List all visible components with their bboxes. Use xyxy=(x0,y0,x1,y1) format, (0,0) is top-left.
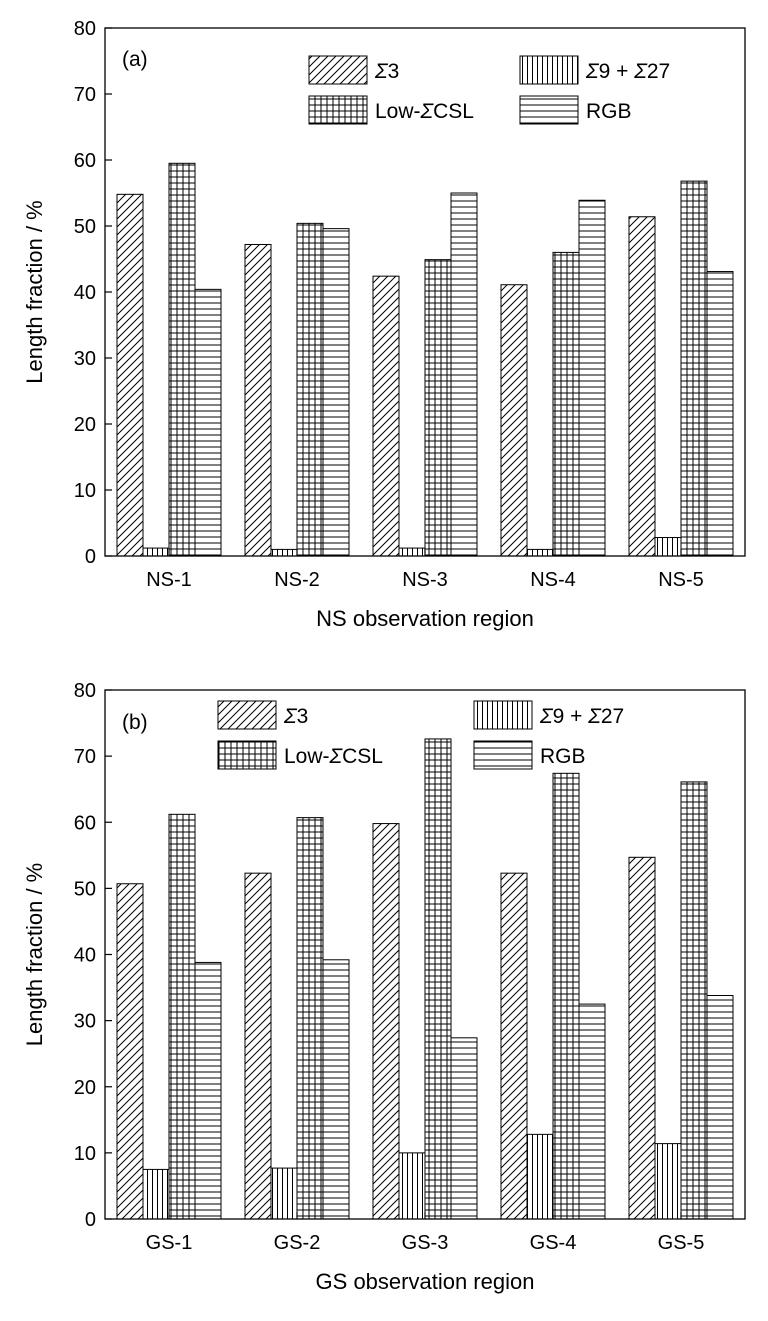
x-tick-label: NS-5 xyxy=(658,569,704,591)
bar-ns-1-series-1 xyxy=(116,193,144,557)
y-tick-label: 80 xyxy=(74,680,96,702)
legend-label: Low-ΣCSL xyxy=(375,100,474,123)
legend-label: Σ3 xyxy=(283,705,308,728)
bar-gs-5-series-1 xyxy=(628,856,656,1220)
bar-gs-5-series-3 xyxy=(680,781,708,1220)
legend-label: Σ9 + Σ27 xyxy=(539,705,624,728)
bar-ns-5-series-3 xyxy=(680,180,708,557)
y-tick-label: 70 xyxy=(74,746,96,768)
legend-swatch xyxy=(217,740,277,770)
bar-gs-5-series-4 xyxy=(706,994,734,1220)
bar-ns-5-series-1 xyxy=(628,216,656,557)
y-tick-label: 50 xyxy=(74,878,96,900)
bar-ns-4-series-3 xyxy=(552,251,580,557)
y-tick-label: 0 xyxy=(85,546,96,568)
x-tick-label: NS-1 xyxy=(146,569,192,591)
bar-gs-4-series-4 xyxy=(578,1003,606,1220)
legend-swatch xyxy=(217,700,277,730)
bar-ns-3-series-4 xyxy=(450,192,478,557)
bar-ns-1-series-4 xyxy=(194,288,222,557)
legend-swatch xyxy=(473,740,533,770)
y-tick-label: 0 xyxy=(85,1209,96,1231)
legend-swatch xyxy=(473,700,533,730)
bar-gs-1-series-4 xyxy=(194,961,222,1220)
bar-ns-1-series-3 xyxy=(168,162,196,557)
y-tick-label: 40 xyxy=(74,282,96,304)
legend-swatch xyxy=(308,55,368,85)
bar-gs-5-series-2 xyxy=(654,1143,682,1220)
x-axis-label: GS observation region xyxy=(316,1269,535,1294)
y-tick-label: 60 xyxy=(74,812,96,834)
y-tick-label: 20 xyxy=(74,414,96,436)
bar-ns-4-series-1 xyxy=(500,284,528,557)
bar-ns-5-series-4 xyxy=(706,271,734,557)
y-axis-label: Length fraction / % xyxy=(22,863,47,1046)
bar-ns-3-series-2 xyxy=(398,547,426,557)
bar-ns-4-series-2 xyxy=(526,548,554,557)
bar-gs-1-series-3 xyxy=(168,813,196,1220)
bar-ns-2-series-4 xyxy=(322,228,350,557)
y-tick-label: 40 xyxy=(74,945,96,967)
x-tick-label: NS-2 xyxy=(274,569,320,591)
bar-ns-2-series-1 xyxy=(244,243,272,557)
bar-gs-2-series-2 xyxy=(270,1167,298,1220)
panel-label: (a) xyxy=(122,48,148,71)
legend-label: Low-ΣCSL xyxy=(284,745,383,768)
y-tick-label: 30 xyxy=(74,1011,96,1033)
bar-gs-3-series-1 xyxy=(372,823,400,1220)
bar-gs-1-series-1 xyxy=(116,883,144,1220)
legend-label: RGB xyxy=(540,745,586,768)
y-tick-label: 10 xyxy=(74,480,96,502)
bar-ns-3-series-3 xyxy=(424,259,452,557)
bar-gs-2-series-1 xyxy=(244,872,272,1220)
bar-ns-1-series-2 xyxy=(142,547,170,557)
bar-ns-5-series-2 xyxy=(654,537,682,557)
bar-gs-2-series-4 xyxy=(322,959,350,1220)
bar-gs-1-series-2 xyxy=(142,1168,170,1220)
x-tick-label: NS-3 xyxy=(402,569,448,591)
bar-gs-2-series-3 xyxy=(296,817,324,1220)
chart-svg-a: 0 10 20 30 40 50 60 70 80 NS-1 NS-2 NS-3 NS-4 NS-5 NS … xyxy=(22,18,746,631)
chart-panel-a: 0 10 20 30 40 50 60 70 80 NS-1 NS-2 NS-3 NS-4 NS-5 NS … xyxy=(0,0,768,660)
legend-label: Σ9 + Σ27 xyxy=(585,60,670,83)
bar-ns-4-series-4 xyxy=(578,199,606,557)
bar-gs-3-series-3 xyxy=(424,738,452,1220)
y-tick-label: 30 xyxy=(74,348,96,370)
bar-gs-4-series-3 xyxy=(552,772,580,1220)
bar-ns-3-series-1 xyxy=(372,275,400,557)
bar-ns-2-series-3 xyxy=(296,222,324,557)
y-tick-label: 70 xyxy=(74,84,96,106)
y-tick-label: 80 xyxy=(74,18,96,40)
y-tick-label: 20 xyxy=(74,1077,96,1099)
y-tick-label: 10 xyxy=(74,1143,96,1165)
chart-svg-b: 0 10 20 30 40 50 60 70 80 GS-1 GS-2 GS-3 GS-4 GS-5 GS … xyxy=(22,680,746,1294)
bar-gs-4-series-2 xyxy=(526,1133,554,1220)
legend-swatch xyxy=(308,95,368,125)
x-tick-label: GS-1 xyxy=(146,1232,193,1254)
panel-label: (b) xyxy=(122,711,148,734)
bar-gs-4-series-1 xyxy=(500,872,528,1220)
y-tick-label: 50 xyxy=(74,216,96,238)
y-axis-label: Length fraction / % xyxy=(22,200,47,383)
x-tick-label: GS-2 xyxy=(274,1232,321,1254)
chart-panel-b: 0 10 20 30 40 50 60 70 80 GS-1 GS-2 GS-3 GS-4 GS-5 GS … xyxy=(0,661,768,1321)
x-tick-label: GS-5 xyxy=(658,1232,705,1254)
x-tick-label: NS-4 xyxy=(530,569,576,591)
legend-swatch xyxy=(519,55,579,85)
bar-gs-3-series-2 xyxy=(398,1152,426,1220)
x-tick-label: GS-4 xyxy=(530,1232,577,1254)
legend-label: RGB xyxy=(586,100,632,123)
legend-label: Σ3 xyxy=(374,60,399,83)
legend-swatch xyxy=(519,95,579,125)
bar-gs-3-series-4 xyxy=(450,1037,478,1220)
y-tick-label: 60 xyxy=(74,150,96,172)
x-tick-label: GS-3 xyxy=(402,1232,449,1254)
x-axis-label: NS observation region xyxy=(316,606,534,631)
bar-ns-2-series-2 xyxy=(270,548,298,557)
